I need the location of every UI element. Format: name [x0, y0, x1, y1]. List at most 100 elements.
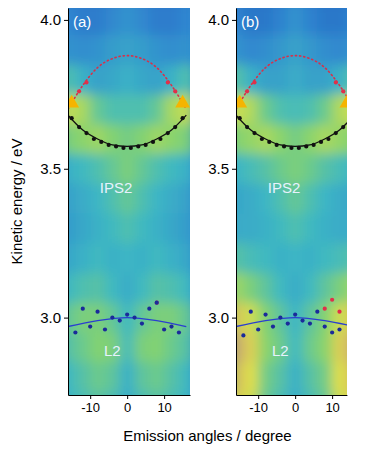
intensity-cell — [317, 154, 332, 184]
intensity-cell — [179, 65, 190, 95]
data-point — [315, 310, 319, 314]
intensity-cell — [347, 392, 348, 395]
y-axis-line — [68, 9, 69, 396]
data-point — [252, 80, 256, 84]
intensity-cell — [120, 35, 135, 65]
intensity-cell — [68, 154, 76, 184]
band-label: IPS2 — [268, 179, 301, 196]
intensity-cell — [120, 94, 135, 124]
data-point — [81, 307, 85, 311]
data-point — [173, 125, 177, 129]
intensity-cell — [105, 65, 120, 95]
panel: -100103.03.54.0(a)IPS2L2 — [40, 0, 194, 422]
intensity-cell — [149, 35, 164, 65]
intensity-cell — [273, 124, 288, 154]
y-axis-tick: 3.0 — [208, 309, 236, 326]
x-axis-tick-label: 0 — [124, 400, 131, 415]
intensity-cell — [149, 332, 164, 362]
y-axis: 3.03.54.0 — [208, 9, 236, 396]
fit-line — [68, 56, 186, 110]
y-axis-tick-label: 3.0 — [40, 309, 61, 326]
data-point — [177, 330, 181, 334]
intensity-cell — [164, 65, 179, 95]
intensity-cell — [303, 184, 318, 214]
intensity-cell — [288, 35, 303, 65]
intensity-cell — [149, 213, 164, 243]
intensity-cell — [179, 124, 190, 154]
intensity-cell — [75, 362, 90, 392]
intensity-cell — [120, 124, 135, 154]
intensity-cell — [288, 332, 303, 362]
data-point — [260, 137, 264, 141]
intensity-cell — [258, 392, 273, 395]
intensity-cell — [332, 213, 347, 243]
intensity-cell — [164, 213, 179, 243]
data-point — [95, 310, 99, 314]
intensity-cell — [332, 124, 347, 154]
x-axis-tick: 0 — [124, 395, 131, 415]
data-point — [77, 89, 81, 93]
intensity-cell — [179, 154, 190, 184]
intensity-cell — [135, 154, 150, 184]
intensity-cell — [75, 303, 90, 333]
intensity-cell — [243, 213, 258, 243]
triangle-marker — [175, 95, 190, 108]
y-axis-tick: 4.0 — [208, 11, 236, 28]
data-point — [162, 327, 166, 331]
intensity-cell — [75, 392, 90, 395]
data-point — [297, 146, 301, 150]
intensity-cell — [164, 362, 179, 392]
data-point — [241, 333, 245, 337]
intensity-cell — [332, 243, 347, 273]
intensity-cell — [68, 124, 76, 154]
intensity-cell — [303, 213, 318, 243]
intensity-cell — [347, 243, 348, 273]
intensity-cell — [347, 303, 348, 333]
intensity-cell — [236, 303, 244, 333]
x-axis-tick-mark — [127, 395, 128, 399]
intensity-cell — [75, 65, 90, 95]
data-point — [278, 316, 282, 320]
data-point — [249, 310, 253, 314]
intensity-cell — [75, 332, 90, 362]
data-point — [166, 80, 170, 84]
x-axis-tick-mark — [332, 395, 333, 399]
intensity-cell — [236, 362, 244, 392]
intensity-cell — [68, 392, 76, 395]
intensity-cell — [258, 65, 273, 95]
intensity-cell — [135, 273, 150, 303]
intensity-cell — [164, 243, 179, 273]
intensity-cell — [135, 124, 150, 154]
x-axis-tick-label: -10 — [81, 400, 100, 415]
data-point — [334, 131, 338, 135]
data-point — [334, 80, 338, 84]
intensity-cell — [135, 8, 150, 35]
intensity-cell — [75, 213, 90, 243]
y-axis: 3.03.54.0 — [40, 9, 68, 396]
data-point — [70, 116, 74, 120]
intensity-cell — [243, 332, 258, 362]
intensity-cell — [243, 184, 258, 214]
data-point — [84, 80, 88, 84]
intensity-cell — [303, 273, 318, 303]
x-axis: -10010 — [69, 395, 191, 415]
x-axis-tick-label: 10 — [325, 400, 339, 415]
y-axis-tick: 4.0 — [40, 11, 68, 28]
data-point — [271, 324, 275, 328]
plot-background — [236, 8, 347, 395]
intensity-cell — [317, 94, 332, 124]
intensity-cell — [243, 243, 258, 273]
y-axis-line — [236, 9, 237, 396]
intensity-cell — [120, 243, 135, 273]
y-axis-tick-mark — [232, 20, 236, 21]
x-axis-tick-label: -10 — [249, 400, 268, 415]
x-axis-line — [237, 395, 348, 396]
intensity-cell — [135, 65, 150, 95]
intensity-cell — [120, 273, 135, 303]
intensity-cell — [303, 124, 318, 154]
fit-line — [68, 318, 186, 327]
data-point — [337, 327, 341, 331]
intensity-cell — [179, 332, 190, 362]
intensity-cell — [75, 94, 90, 124]
data-point — [155, 301, 159, 305]
